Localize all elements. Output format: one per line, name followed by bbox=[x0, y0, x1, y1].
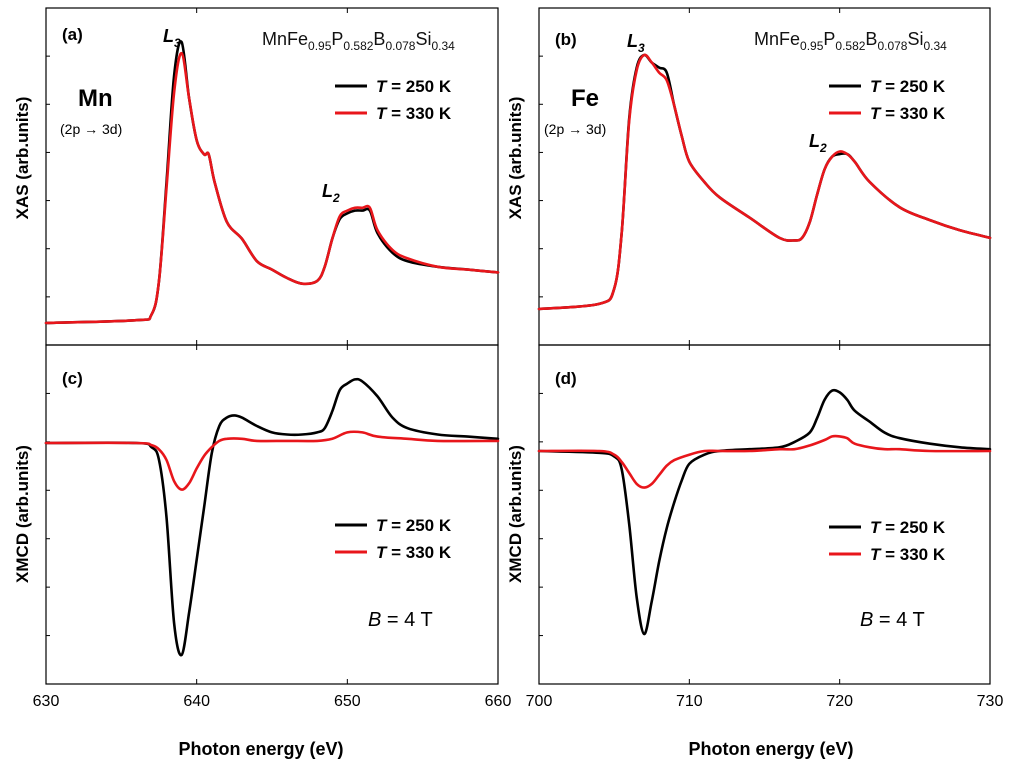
series-line-d-250k bbox=[537, 388, 992, 636]
edge-l3-a: L3 bbox=[163, 26, 181, 50]
legend-label-250: T = 250 K bbox=[376, 77, 452, 96]
panel-d-frame bbox=[538, 344, 991, 685]
xlabel-left: Photon energy (eV) bbox=[178, 739, 343, 759]
data-lines bbox=[44, 40, 992, 657]
x-tick-label: 730 bbox=[977, 693, 1004, 710]
panel-label-a: (a) bbox=[62, 25, 83, 44]
series-line-c-330k bbox=[44, 430, 500, 491]
x-tick-label: 630 bbox=[33, 693, 60, 710]
x-tick-label: 710 bbox=[676, 693, 703, 710]
legend-label-330: T = 330 K bbox=[870, 545, 946, 564]
edge-l2-a: L2 bbox=[322, 181, 340, 205]
series-line-a-330k bbox=[44, 51, 500, 325]
panel-c-frame bbox=[45, 344, 499, 685]
series-line-d-330k bbox=[537, 434, 992, 489]
field-label-d: B = 4 T bbox=[860, 609, 925, 631]
legend-label-250: T = 250 K bbox=[870, 77, 946, 96]
x-tick-label: 640 bbox=[183, 693, 210, 710]
element-label-fe: Fe bbox=[571, 85, 599, 112]
element-label-mn: Mn bbox=[78, 85, 113, 112]
formula-b: MnFe0.95P0.582B0.078Si0.34 bbox=[754, 29, 947, 53]
legend-label-250: T = 250 K bbox=[870, 518, 946, 537]
axis-ticks: 630 640 650 660 700 710 720 730 bbox=[33, 8, 1004, 710]
panel-b-frame bbox=[538, 7, 991, 346]
ylabel-d: XMCD (arb.units) bbox=[506, 445, 525, 583]
edge-l3-b: L3 bbox=[627, 31, 645, 55]
ylabel-a: XAS (arb.units) bbox=[13, 97, 32, 220]
legend-label-330: T = 330 K bbox=[870, 104, 946, 123]
legend-c: T = 250 K T = 330 K bbox=[335, 516, 452, 562]
legend-b: T = 250 K T = 330 K bbox=[829, 77, 946, 123]
x-tick-label: 720 bbox=[826, 693, 853, 710]
formula-a: MnFe0.95P0.582B0.078Si0.34 bbox=[262, 29, 455, 53]
legend-label-330: T = 330 K bbox=[376, 104, 452, 123]
panel-a-frame bbox=[45, 7, 499, 346]
xlabel-right: Photon energy (eV) bbox=[688, 739, 853, 759]
panel-label-d: (d) bbox=[555, 369, 577, 388]
edge-l2-b: L2 bbox=[809, 131, 827, 155]
x-tick-label: 660 bbox=[485, 693, 512, 710]
panel-label-c: (c) bbox=[62, 369, 83, 388]
legend-label-330: T = 330 K bbox=[376, 543, 452, 562]
legend-a: T = 250 K T = 330 K bbox=[335, 77, 452, 123]
ylabel-c: XMCD (arb.units) bbox=[13, 445, 32, 583]
series-line-c-250k bbox=[44, 377, 500, 657]
panel-label-b: (b) bbox=[555, 30, 577, 49]
series-line-b-330k bbox=[537, 53, 992, 311]
x-tick-label: 700 bbox=[526, 693, 553, 710]
legend-label-250: T = 250 K bbox=[376, 516, 452, 535]
transition-label-mn: (2p → 3d) bbox=[60, 121, 122, 137]
ylabel-b: XAS (arb.units) bbox=[506, 97, 525, 220]
transition-label-fe: (2p → 3d) bbox=[544, 121, 606, 137]
field-label-c: B = 4 T bbox=[368, 609, 433, 631]
legend-d: T = 250 K T = 330 K bbox=[829, 518, 946, 564]
x-tick-label: 650 bbox=[334, 693, 361, 710]
